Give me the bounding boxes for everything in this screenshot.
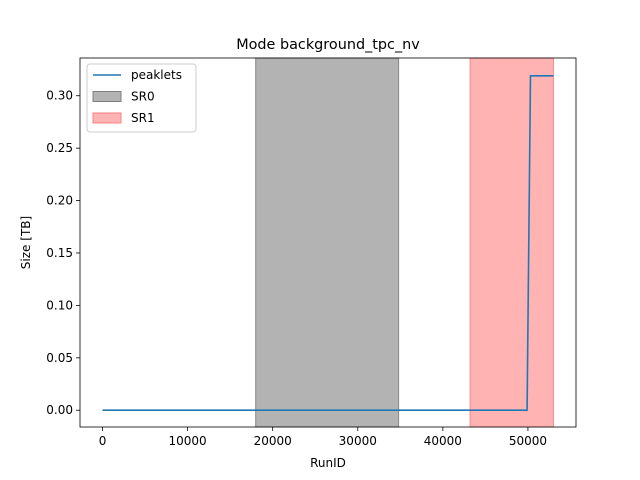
legend-label-sr1: SR1 (131, 111, 155, 125)
y-tick-label: 0.30 (46, 89, 73, 103)
x-axis-ticks: 0 10000 20000 30000 40000 50000 (99, 427, 547, 448)
x-tick-label: 10000 (169, 434, 207, 448)
plot-frame (79, 57, 577, 428)
legend-swatch-sr0 (92, 91, 122, 102)
legend-label-sr0: SR0 (131, 90, 155, 104)
legend: peaklets SR0 SR1 (86, 63, 197, 133)
bands-layer (255, 57, 554, 428)
x-tick-label: 50000 (509, 434, 547, 448)
y-tick-label: 0.00 (46, 403, 73, 417)
y-tick-label: 0.15 (46, 246, 73, 260)
x-tick-label: 30000 (339, 434, 377, 448)
legend-label-peaklets: peaklets (131, 68, 182, 82)
y-tick-label: 0.20 (46, 194, 73, 208)
y-axis-label: Size [TB] (19, 216, 33, 269)
band-sr0 (255, 57, 400, 428)
x-tick-label: 40000 (424, 434, 462, 448)
series-layer (102, 75, 554, 412)
y-tick-label: 0.10 (46, 298, 73, 312)
x-axis-label: RunID (310, 456, 346, 470)
chart-title: Mode background_tpc_nv (236, 37, 420, 53)
band-sr1 (469, 57, 554, 428)
y-tick-label: 0.25 (46, 141, 73, 155)
x-tick-label: 20000 (254, 434, 292, 448)
y-axis-ticks: 0.00 0.05 0.10 0.15 0.20 0.25 0.30 (46, 89, 80, 417)
y-tick-label: 0.05 (46, 351, 73, 365)
x-tick-label: 0 (99, 434, 107, 448)
legend-swatch-sr1 (92, 112, 122, 124)
series-line-peaklets (102, 75, 554, 412)
